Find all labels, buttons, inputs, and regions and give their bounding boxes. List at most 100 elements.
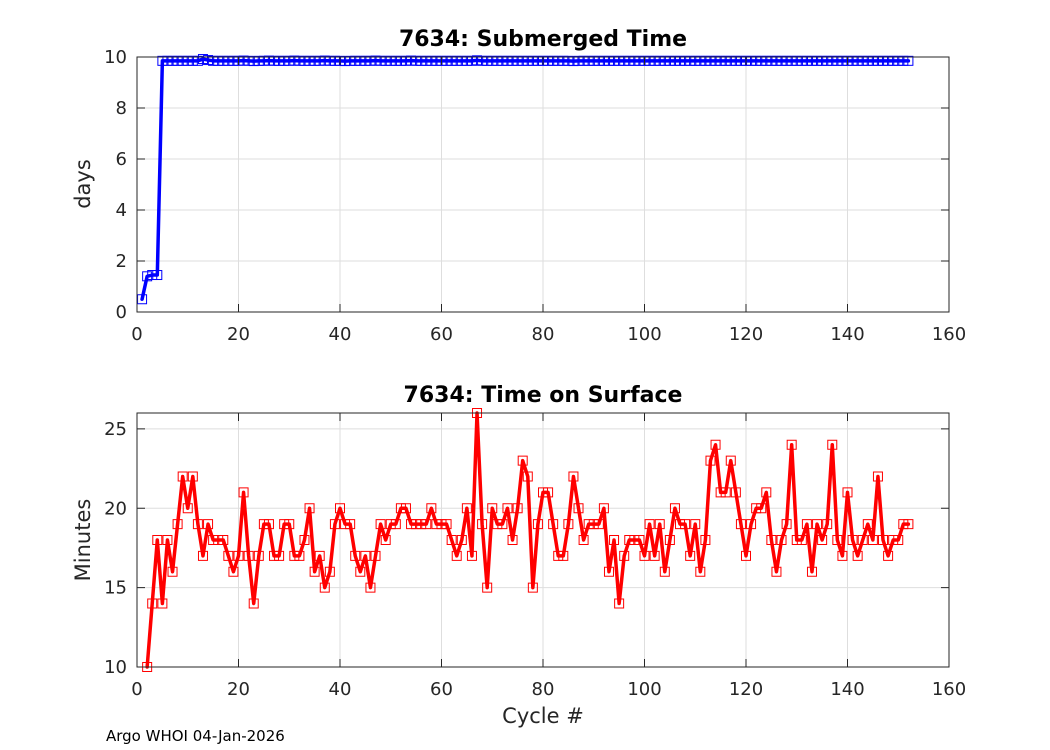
- data-point: [598, 503, 609, 514]
- data-point: [639, 55, 650, 66]
- data-point: [466, 550, 477, 561]
- data-point: [238, 487, 249, 498]
- data-point: [324, 566, 335, 577]
- data-point: [395, 55, 406, 66]
- data-point: [527, 582, 538, 593]
- data-point: [583, 519, 594, 530]
- data-point: [548, 55, 559, 66]
- x-tick-label: 0: [131, 324, 142, 345]
- data-point: [147, 270, 158, 281]
- data-point: [741, 55, 751, 66]
- x-tick-label: 80: [532, 679, 555, 700]
- data-point: [898, 55, 909, 66]
- tick-labels: 0 20 40 60 80 100 120 140 160 10 15 20 25: [104, 413, 966, 700]
- data-point: [370, 55, 381, 66]
- data-point: [827, 55, 838, 66]
- y-axis-label: Minutes: [71, 499, 95, 582]
- data-point: [253, 55, 264, 66]
- data-point: [228, 566, 239, 577]
- data-point: [629, 535, 640, 545]
- data-point: [573, 55, 584, 66]
- data-point: [319, 582, 330, 593]
- data-point: [507, 535, 518, 545]
- x-tick-label: 160: [932, 679, 966, 700]
- data-point: [654, 519, 665, 530]
- data-point: [791, 535, 802, 545]
- data-point: [776, 55, 787, 66]
- data-point: [142, 271, 153, 282]
- data-point: [441, 55, 452, 66]
- data-point: [532, 55, 543, 66]
- data-point: [903, 55, 914, 66]
- data-point: [284, 519, 295, 530]
- x-tick-label: 100: [627, 679, 661, 700]
- data-point: [776, 535, 787, 545]
- data-point: [669, 503, 680, 514]
- data-point: [806, 566, 817, 577]
- data-point: [400, 55, 411, 66]
- data-point: [218, 55, 229, 66]
- data-point: [314, 55, 325, 66]
- data-point: [406, 55, 417, 66]
- data-point: [238, 55, 249, 66]
- data-point: [725, 55, 736, 66]
- data-point: [832, 55, 843, 66]
- data-point: [781, 519, 792, 530]
- data-point: [492, 519, 503, 530]
- data-point: [888, 535, 899, 545]
- data-point: [786, 55, 797, 66]
- data-point: [700, 535, 711, 545]
- data-point: [761, 487, 772, 498]
- data-point: [350, 550, 361, 561]
- data-point: [746, 519, 757, 530]
- data-point: [751, 503, 762, 514]
- data-point: [690, 519, 701, 530]
- series-line: [145, 411, 911, 669]
- data-point: [710, 55, 721, 66]
- data-point: [472, 55, 483, 66]
- data-point: [360, 550, 371, 561]
- data-point: [289, 550, 300, 561]
- data-point: [852, 550, 863, 561]
- data-point: [319, 55, 330, 66]
- data-point: [878, 535, 889, 545]
- data-point: [675, 519, 686, 530]
- data-point: [329, 55, 340, 66]
- data-point: [167, 566, 178, 577]
- data-point: [197, 54, 208, 65]
- data-point: [512, 503, 523, 514]
- data-point: [817, 535, 828, 545]
- data-point: [624, 55, 635, 66]
- data-point: [624, 535, 635, 545]
- data-point: [796, 535, 807, 545]
- data-point: [832, 535, 843, 545]
- x-tick-label: 20: [227, 324, 250, 345]
- data-point: [614, 598, 625, 609]
- data-point: [558, 55, 569, 66]
- data-point: [355, 55, 366, 66]
- data-point: [771, 55, 782, 66]
- data-point: [187, 471, 198, 482]
- data-point: [492, 55, 503, 66]
- x-tick-label: 100: [627, 324, 661, 345]
- data-point: [345, 519, 356, 530]
- data-point: [883, 550, 894, 561]
- data-point: [395, 503, 406, 514]
- data-point: [786, 439, 797, 450]
- data-point: [609, 535, 620, 545]
- data-point: [817, 55, 828, 66]
- data-point: [213, 535, 224, 545]
- data-point: [893, 55, 904, 66]
- data-point: [766, 535, 777, 545]
- data-point: [872, 471, 883, 482]
- data-point: [675, 55, 686, 66]
- data-point: [451, 550, 462, 561]
- data-point: [203, 519, 214, 530]
- data-point: [588, 55, 599, 66]
- x-tick-label: 60: [430, 679, 453, 700]
- data-point: [735, 55, 746, 66]
- data-point: [274, 55, 285, 66]
- data-point: [822, 55, 833, 66]
- data-point: [766, 55, 777, 66]
- data-point: [806, 55, 817, 66]
